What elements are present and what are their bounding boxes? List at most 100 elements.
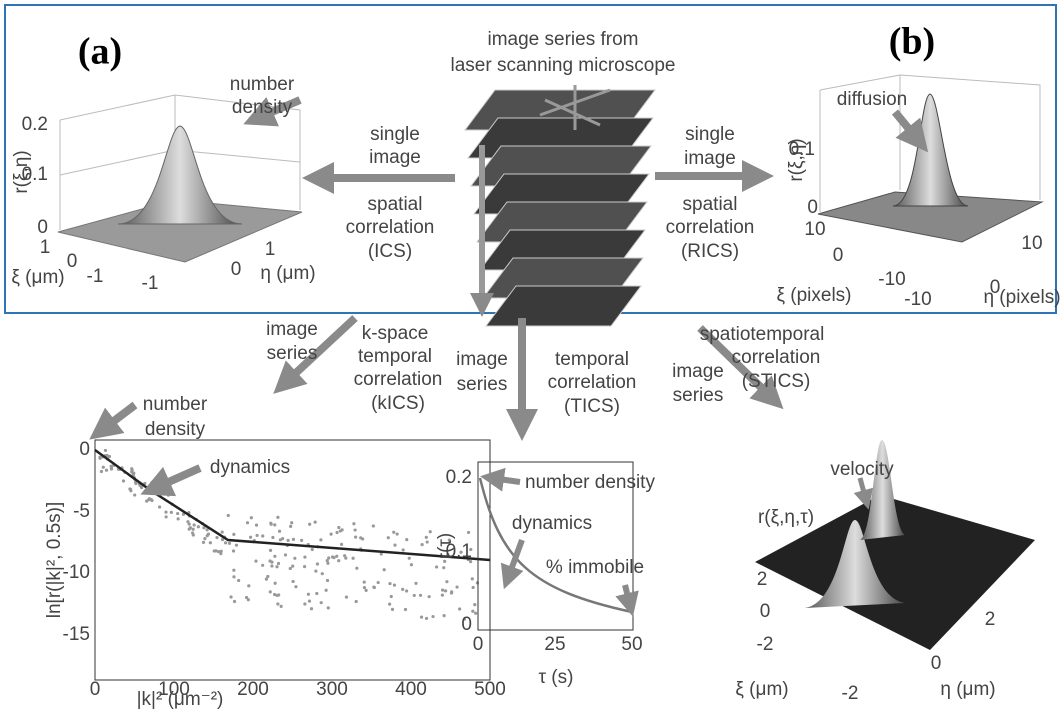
scatter-dot [462, 617, 466, 621]
stics-plot-xi-label: ξ (μm) [735, 679, 788, 700]
rics-plot-xi-label: ξ (pixels) [776, 285, 851, 306]
kics-plot-annotation-density: density [145, 419, 206, 440]
scatter-dot [446, 552, 450, 556]
kics-plot-annotation-dynamics: dynamics [210, 457, 290, 478]
kics-arrow-right: k-space [362, 323, 429, 344]
scatter-dot [371, 524, 375, 528]
scatter-dot [471, 585, 475, 590]
ics-plot-annotation: number [230, 74, 295, 95]
scatter-dot [440, 593, 444, 597]
scatter-dot [98, 455, 102, 459]
scatter-dot [248, 535, 253, 539]
ics-plot-xi-ticks: 1 [40, 237, 51, 258]
tics-plot-x-ticks: 50 [621, 634, 642, 655]
scatter-dot [268, 559, 272, 563]
ics-plot-eta-label: η (μm) [260, 263, 315, 284]
kics-plot-x-ticks: 100 [158, 679, 190, 700]
scatter-dot [474, 611, 478, 615]
scatter-dot [246, 598, 250, 602]
scatter-dot [220, 530, 224, 534]
scatter-dot [306, 592, 310, 596]
kics-plot-y-label: ln[r(|k|², 0.5s)] [44, 502, 65, 619]
scatter-dot [420, 542, 424, 547]
scatter-dot [339, 542, 344, 547]
scatter-dot [268, 548, 273, 552]
source-lines: image series from [488, 29, 639, 50]
scatter-dot [226, 513, 230, 518]
rics-plot-xi-ticks: -10 [878, 269, 905, 290]
scatter-dot [310, 547, 314, 552]
ics-plot-eta-ticks: 1 [265, 239, 276, 260]
scatter-dot [314, 569, 318, 573]
scatter-dot [315, 562, 320, 566]
scatter-dot [313, 520, 317, 524]
ics-plot-z-label: r(ξ,η) [11, 150, 32, 193]
scatter-dot [105, 453, 109, 458]
rics-plot-z-ticks: 0 [807, 197, 818, 218]
scatter-dot [286, 538, 290, 542]
ics-plot-annotation: density [232, 97, 293, 118]
scatter-dot [164, 510, 168, 514]
scatter-dot [475, 581, 480, 585]
scatter-dot [303, 602, 307, 606]
scatter-dot [150, 481, 154, 485]
scatter-dot [232, 568, 236, 572]
scatter-dot [232, 599, 237, 604]
ics-plot-z-ticks: 0.1 [22, 164, 48, 185]
scatter-dot [196, 525, 200, 529]
ics-arrow-below: spatial [368, 194, 423, 215]
kics-plot-x-ticks: 400 [395, 679, 427, 700]
scatter-dot [325, 559, 329, 563]
scatter-dot [459, 550, 463, 554]
scatter-dot [107, 454, 112, 459]
scatter-dot [344, 556, 348, 560]
scatter-dot [379, 552, 383, 556]
image-frame [485, 285, 642, 327]
kics-plot-y-ticks: -5 [73, 501, 90, 522]
scatter-dot [392, 583, 397, 587]
pointer [891, 109, 929, 153]
ics-arrow-above: single [370, 124, 420, 145]
scatter-dot [268, 590, 272, 594]
scatter-dot [326, 606, 330, 610]
stics-plot-xi-ticks: 0 [760, 601, 771, 622]
scatter-dot [455, 585, 459, 589]
ics-plot-xi-ticks: -1 [87, 266, 104, 287]
stics-arrow-left: series [673, 385, 724, 406]
kics-arrow-right: correlation [354, 369, 443, 390]
scatter-dot [443, 589, 448, 593]
scatter-dot [390, 607, 395, 611]
kics-plot-x-ticks: 500 [474, 679, 506, 700]
scatter-dot [208, 541, 212, 545]
scatter-dot [445, 580, 449, 584]
kics-plot-x-label: |k|² (μm⁻²) [137, 689, 224, 710]
rics-plot-annotation: diffusion [837, 89, 907, 110]
scatter-dot [401, 587, 405, 591]
tics-arrow-right: temporal [555, 349, 629, 370]
scatter-dot [245, 521, 250, 525]
rics-plot-eta-ticks: 0 [990, 277, 1001, 298]
scatter-dot [244, 595, 249, 600]
ics-plot-eta-ticks: -1 [142, 273, 159, 294]
scatter-dot [187, 522, 191, 526]
scatter-dot [470, 577, 474, 581]
kics-plot-annotation-density: number [143, 394, 208, 415]
scatter-dot [386, 536, 390, 540]
rics-surface [817, 74, 1044, 243]
scatter-dot [227, 541, 232, 545]
scatter-dot [442, 566, 446, 570]
scatter-dot [434, 565, 439, 569]
tics-plot-annotations: % immobile [546, 557, 644, 578]
scatter-dot [319, 601, 323, 605]
scatter-dot [109, 466, 114, 470]
scatter-dot [219, 552, 223, 556]
scatter-dot [471, 609, 475, 613]
scatter-dot [364, 588, 368, 593]
scatter-dot [351, 556, 355, 560]
tics-plot-y-label: r(τ) [435, 533, 456, 560]
rics-arrow-below: spatial [683, 194, 738, 215]
scatter-dot [219, 549, 223, 553]
scatter-dot [300, 538, 304, 542]
scatter-dot [469, 560, 473, 564]
scatter-dot [272, 592, 277, 597]
